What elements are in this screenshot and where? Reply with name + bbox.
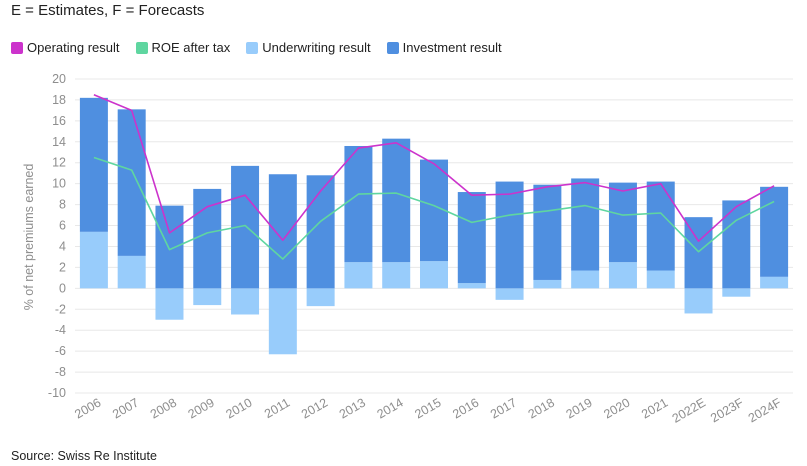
y-tick-label: 12 bbox=[52, 156, 66, 170]
chart-subtitle: E = Estimates, F = Forecasts bbox=[11, 2, 205, 19]
y-tick-label: -4 bbox=[55, 323, 66, 337]
x-tick-label: 2018 bbox=[526, 395, 557, 421]
bar-investment-result bbox=[306, 175, 335, 289]
bar-investment-result bbox=[684, 217, 713, 289]
x-tick-label: 2011 bbox=[262, 395, 292, 421]
bar-underwriting-result bbox=[722, 288, 751, 297]
bar-underwriting-result bbox=[760, 276, 789, 289]
bar-underwriting-result bbox=[571, 270, 600, 289]
bar-investment-result bbox=[495, 181, 524, 289]
bar-investment-result bbox=[117, 109, 146, 256]
bar-underwriting-result bbox=[457, 283, 486, 289]
y-tick-label: 0 bbox=[59, 281, 66, 295]
bar-layer bbox=[79, 97, 789, 355]
x-tick-label: 2012 bbox=[299, 395, 330, 421]
bar-underwriting-result bbox=[268, 288, 297, 355]
x-tick-label: 2023F bbox=[708, 395, 746, 425]
bar-investment-result bbox=[79, 97, 108, 232]
line-operating-result bbox=[93, 93, 775, 242]
bar-underwriting-result bbox=[420, 261, 448, 289]
x-tick-label: 2017 bbox=[488, 395, 519, 421]
x-tick-label: 2008 bbox=[148, 395, 179, 421]
legend-label-investment-result: Investment result bbox=[402, 40, 502, 55]
bar-underwriting-result bbox=[231, 288, 260, 315]
x-tick-label: 2019 bbox=[564, 395, 595, 421]
line-layer bbox=[93, 93, 775, 260]
bar-investment-result bbox=[608, 182, 637, 263]
x-tick-label: 2009 bbox=[186, 395, 217, 421]
legend-item-investment-result: Investment result bbox=[386, 40, 502, 55]
y-tick-label: -10 bbox=[48, 386, 66, 400]
x-tick-label: 2013 bbox=[337, 395, 368, 421]
y-tick-label: 8 bbox=[59, 198, 66, 212]
y-tick-label: 4 bbox=[59, 239, 66, 253]
legend-label-underwriting-result: Underwriting result bbox=[262, 40, 371, 55]
y-axis-label: % of net premiums earned bbox=[22, 164, 36, 311]
legend-swatch-roe-after-tax bbox=[135, 41, 148, 54]
bar-investment-result bbox=[344, 145, 373, 263]
bar-investment-result bbox=[268, 174, 297, 289]
bar-underwriting-result bbox=[382, 262, 411, 289]
bar-investment-result bbox=[382, 138, 411, 263]
bar-underwriting-result bbox=[306, 288, 335, 307]
bar-investment-result bbox=[457, 192, 486, 284]
x-tick-label: 2015 bbox=[412, 395, 443, 421]
bar-investment-result bbox=[722, 200, 751, 289]
source-note: Source: Swiss Re Institute bbox=[11, 449, 157, 463]
chart-legend: Operating result ROE after tax Underwrit… bbox=[11, 40, 502, 55]
bar-underwriting-result bbox=[646, 270, 675, 289]
x-tick-label: 2007 bbox=[110, 395, 141, 421]
bar-underwriting-result bbox=[533, 279, 562, 289]
bar-investment-result bbox=[646, 181, 675, 271]
x-tick-label: 2016 bbox=[450, 395, 481, 421]
line-roe-after-tax bbox=[93, 156, 775, 260]
bar-underwriting-result bbox=[684, 288, 713, 314]
bar-underwriting-result bbox=[344, 262, 373, 289]
bar-underwriting-result bbox=[155, 288, 184, 320]
bar-investment-result bbox=[760, 186, 789, 277]
bar-underwriting-result bbox=[193, 288, 222, 306]
legend-swatch-investment-result bbox=[386, 41, 399, 54]
y-tick-label: 16 bbox=[52, 114, 66, 128]
x-tick-label: 2020 bbox=[601, 395, 632, 421]
legend-item-operating-result: Operating result bbox=[11, 40, 120, 55]
legend-item-roe-after-tax: ROE after tax bbox=[135, 40, 231, 55]
x-tick-label: 2014 bbox=[375, 395, 406, 421]
y-tick-label: 6 bbox=[59, 219, 66, 233]
x-tick-label: 2021 bbox=[639, 395, 670, 421]
y-tick-label: 10 bbox=[52, 177, 66, 191]
bar-underwriting-result bbox=[117, 255, 146, 289]
y-tick-label: -2 bbox=[55, 302, 66, 316]
bar-investment-result bbox=[533, 184, 562, 280]
legend-label-roe-after-tax: ROE after tax bbox=[151, 40, 231, 55]
legend-item-underwriting-result: Underwriting result bbox=[246, 40, 371, 55]
bar-investment-result bbox=[193, 188, 222, 289]
bar-underwriting-result bbox=[79, 231, 108, 289]
y-tick-label: -8 bbox=[55, 365, 66, 379]
bar-underwriting-result bbox=[495, 288, 524, 300]
legend-label-operating-result: Operating result bbox=[27, 40, 120, 55]
x-tick-label: 2006 bbox=[72, 395, 103, 421]
x-tick-label: 2010 bbox=[223, 395, 254, 421]
x-tick-label: 2024F bbox=[746, 395, 784, 425]
x-tick-label: 2022E bbox=[670, 395, 708, 425]
legend-swatch-underwriting-result bbox=[246, 41, 259, 54]
y-tick-label: 2 bbox=[59, 260, 66, 274]
y-tick-label: 20 bbox=[52, 72, 66, 86]
bar-underwriting-result bbox=[608, 262, 637, 289]
legend-swatch-operating-result bbox=[11, 41, 23, 54]
bar-investment-result bbox=[571, 178, 600, 271]
y-tick-label: -6 bbox=[55, 344, 66, 358]
y-tick-label: 18 bbox=[52, 93, 66, 107]
bar-investment-result bbox=[155, 205, 184, 289]
y-tick-label: 14 bbox=[52, 135, 66, 149]
